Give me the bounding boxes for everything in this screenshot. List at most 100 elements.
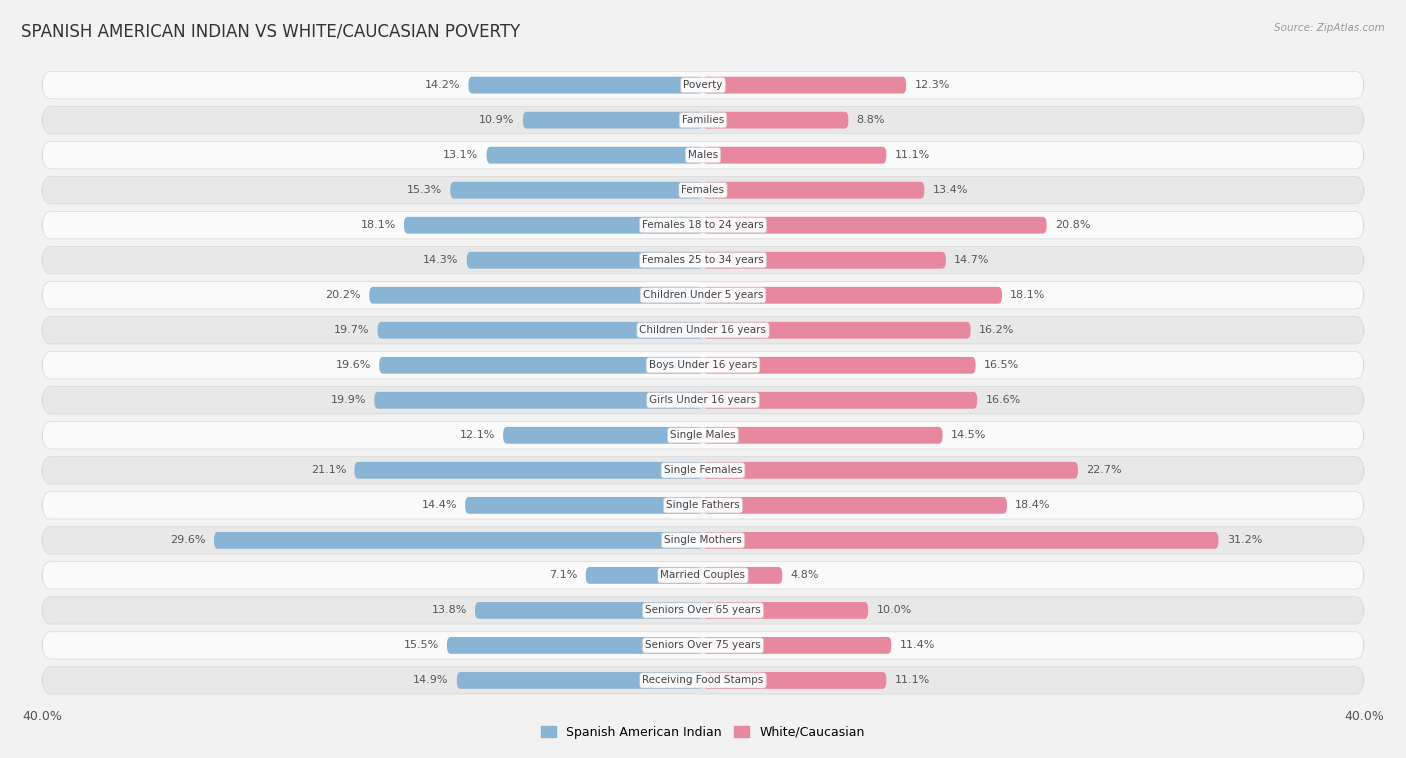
- Text: SPANISH AMERICAN INDIAN VS WHITE/CAUCASIAN POVERTY: SPANISH AMERICAN INDIAN VS WHITE/CAUCASI…: [21, 23, 520, 41]
- FancyBboxPatch shape: [42, 142, 1364, 169]
- Text: 12.3%: 12.3%: [914, 80, 950, 90]
- Text: Families: Families: [682, 115, 724, 125]
- FancyBboxPatch shape: [486, 147, 703, 164]
- Text: 13.1%: 13.1%: [443, 150, 478, 160]
- FancyBboxPatch shape: [703, 357, 976, 374]
- Text: 10.0%: 10.0%: [876, 606, 911, 615]
- FancyBboxPatch shape: [523, 111, 703, 129]
- Text: 8.8%: 8.8%: [856, 115, 886, 125]
- FancyBboxPatch shape: [42, 352, 1364, 379]
- Text: 16.5%: 16.5%: [984, 360, 1019, 370]
- Text: Married Couples: Married Couples: [661, 570, 745, 581]
- FancyBboxPatch shape: [703, 217, 1046, 233]
- FancyBboxPatch shape: [42, 492, 1364, 519]
- FancyBboxPatch shape: [703, 532, 1219, 549]
- FancyBboxPatch shape: [703, 462, 1078, 479]
- FancyBboxPatch shape: [42, 527, 1364, 554]
- FancyBboxPatch shape: [42, 246, 1364, 274]
- Text: 29.6%: 29.6%: [170, 535, 205, 545]
- FancyBboxPatch shape: [42, 421, 1364, 449]
- FancyBboxPatch shape: [404, 217, 703, 233]
- Text: Seniors Over 65 years: Seniors Over 65 years: [645, 606, 761, 615]
- Text: 18.4%: 18.4%: [1015, 500, 1050, 510]
- FancyBboxPatch shape: [42, 562, 1364, 589]
- FancyBboxPatch shape: [703, 252, 946, 268]
- Text: 13.4%: 13.4%: [932, 185, 967, 196]
- FancyBboxPatch shape: [214, 532, 703, 549]
- FancyBboxPatch shape: [42, 281, 1364, 309]
- FancyBboxPatch shape: [42, 211, 1364, 239]
- Text: 31.2%: 31.2%: [1226, 535, 1263, 545]
- Text: 14.3%: 14.3%: [423, 255, 458, 265]
- Text: 16.6%: 16.6%: [986, 396, 1021, 406]
- Text: 14.7%: 14.7%: [955, 255, 990, 265]
- FancyBboxPatch shape: [703, 392, 977, 409]
- Text: Females 25 to 34 years: Females 25 to 34 years: [643, 255, 763, 265]
- Text: 14.5%: 14.5%: [950, 431, 986, 440]
- FancyBboxPatch shape: [503, 427, 703, 443]
- Text: Seniors Over 75 years: Seniors Over 75 years: [645, 641, 761, 650]
- FancyBboxPatch shape: [374, 392, 703, 409]
- Text: Boys Under 16 years: Boys Under 16 years: [648, 360, 758, 370]
- Text: Single Males: Single Males: [671, 431, 735, 440]
- FancyBboxPatch shape: [42, 177, 1364, 204]
- FancyBboxPatch shape: [703, 287, 1002, 304]
- FancyBboxPatch shape: [447, 637, 703, 654]
- Text: 16.2%: 16.2%: [979, 325, 1014, 335]
- Text: Single Fathers: Single Fathers: [666, 500, 740, 510]
- FancyBboxPatch shape: [42, 631, 1364, 659]
- Text: Males: Males: [688, 150, 718, 160]
- FancyBboxPatch shape: [457, 672, 703, 689]
- Text: 4.8%: 4.8%: [790, 570, 820, 581]
- Text: Girls Under 16 years: Girls Under 16 years: [650, 396, 756, 406]
- FancyBboxPatch shape: [475, 602, 703, 619]
- FancyBboxPatch shape: [703, 567, 782, 584]
- FancyBboxPatch shape: [703, 322, 970, 339]
- FancyBboxPatch shape: [467, 252, 703, 268]
- Text: 15.3%: 15.3%: [406, 185, 441, 196]
- Text: Single Mothers: Single Mothers: [664, 535, 742, 545]
- FancyBboxPatch shape: [42, 317, 1364, 344]
- FancyBboxPatch shape: [378, 322, 703, 339]
- Text: Children Under 16 years: Children Under 16 years: [640, 325, 766, 335]
- Text: 20.2%: 20.2%: [326, 290, 361, 300]
- FancyBboxPatch shape: [468, 77, 703, 93]
- Text: 15.5%: 15.5%: [404, 641, 439, 650]
- Text: 18.1%: 18.1%: [1011, 290, 1046, 300]
- FancyBboxPatch shape: [380, 357, 703, 374]
- FancyBboxPatch shape: [465, 497, 703, 514]
- FancyBboxPatch shape: [370, 287, 703, 304]
- FancyBboxPatch shape: [42, 667, 1364, 694]
- Text: 7.1%: 7.1%: [550, 570, 578, 581]
- Text: 21.1%: 21.1%: [311, 465, 346, 475]
- FancyBboxPatch shape: [703, 602, 868, 619]
- Text: 22.7%: 22.7%: [1087, 465, 1122, 475]
- Text: 14.4%: 14.4%: [422, 500, 457, 510]
- FancyBboxPatch shape: [703, 147, 886, 164]
- Text: 11.1%: 11.1%: [894, 150, 929, 160]
- Text: 14.9%: 14.9%: [413, 675, 449, 685]
- Text: Females: Females: [682, 185, 724, 196]
- FancyBboxPatch shape: [42, 456, 1364, 484]
- FancyBboxPatch shape: [42, 597, 1364, 624]
- Text: Children Under 5 years: Children Under 5 years: [643, 290, 763, 300]
- Legend: Spanish American Indian, White/Caucasian: Spanish American Indian, White/Caucasian: [536, 721, 870, 744]
- Text: Source: ZipAtlas.com: Source: ZipAtlas.com: [1274, 23, 1385, 33]
- FancyBboxPatch shape: [703, 497, 1007, 514]
- Text: 11.4%: 11.4%: [900, 641, 935, 650]
- FancyBboxPatch shape: [703, 111, 848, 129]
- Text: 12.1%: 12.1%: [460, 431, 495, 440]
- Text: 13.8%: 13.8%: [432, 606, 467, 615]
- Text: Poverty: Poverty: [683, 80, 723, 90]
- Text: 19.6%: 19.6%: [336, 360, 371, 370]
- FancyBboxPatch shape: [703, 77, 907, 93]
- FancyBboxPatch shape: [703, 182, 924, 199]
- FancyBboxPatch shape: [42, 107, 1364, 134]
- FancyBboxPatch shape: [586, 567, 703, 584]
- Text: 11.1%: 11.1%: [894, 675, 929, 685]
- Text: Females 18 to 24 years: Females 18 to 24 years: [643, 221, 763, 230]
- Text: 19.9%: 19.9%: [330, 396, 366, 406]
- Text: 14.2%: 14.2%: [425, 80, 460, 90]
- FancyBboxPatch shape: [42, 71, 1364, 99]
- FancyBboxPatch shape: [354, 462, 703, 479]
